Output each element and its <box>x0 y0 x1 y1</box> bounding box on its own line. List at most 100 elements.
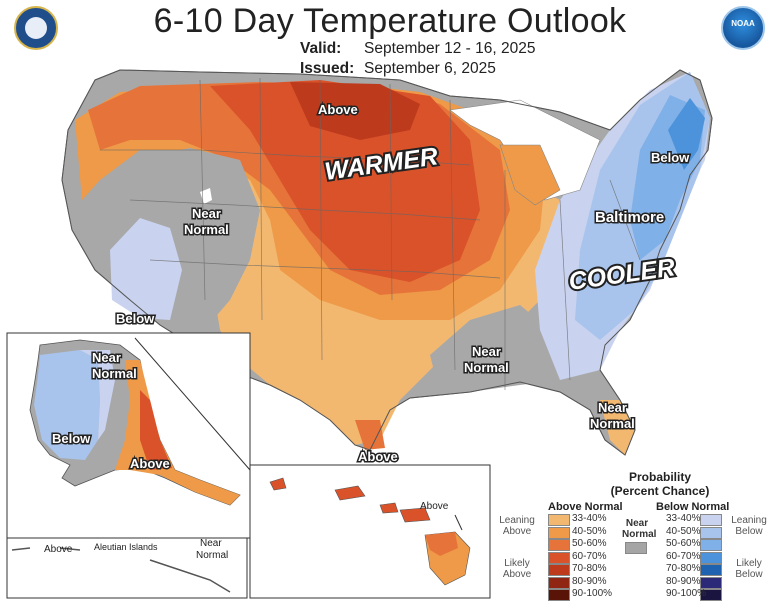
label-near-florida-2: Normal <box>590 416 635 431</box>
label-near-south-1: Near <box>472 344 501 359</box>
legend-title-1: Probability <box>628 470 691 484</box>
legend-below-swatch <box>700 539 722 551</box>
issued-label: Issued: <box>300 60 355 77</box>
legend-leaning-above-2: Above <box>502 526 532 537</box>
zone-above-70-80 <box>290 82 420 140</box>
label-below-northeast: Below <box>651 150 690 165</box>
label-near-west-2: Normal <box>184 222 229 237</box>
legend-likely-above-2: Above <box>502 569 532 580</box>
zone-texas-coast <box>355 420 385 450</box>
legend-likely-below: Likely Below <box>729 558 769 580</box>
legend-near-swatch <box>625 542 647 554</box>
label-alaska-below: Below <box>52 431 91 446</box>
label-hawaii-above: Above <box>420 501 449 512</box>
legend-above-head: Above Normal <box>548 501 623 513</box>
legend-below-label: 33-40% <box>666 513 701 524</box>
zone-below-60-70 <box>668 98 705 170</box>
legend-below-swatch <box>700 589 722 601</box>
legend-above-swatch <box>548 551 570 564</box>
doc-seal-icon <box>14 6 58 50</box>
legend-above-label: 80-90% <box>572 575 607 587</box>
legend-below-label: 80-90% <box>666 575 701 587</box>
hawaii-island-1 <box>269 477 287 491</box>
zone-florida-above <box>600 400 635 455</box>
label-aleutian-islands: Aleutian Islands <box>94 542 158 552</box>
label-alaska-near-1: Near <box>92 350 121 365</box>
legend-above-swatch <box>548 576 570 589</box>
legend-below-label: 50-60% <box>666 538 701 549</box>
legend-below-swatch <box>700 514 722 526</box>
hawaii-island-2 <box>334 485 366 501</box>
label-above-texas: Above <box>358 449 398 464</box>
michigan <box>499 144 561 206</box>
label-near-south-2: Normal <box>464 360 509 375</box>
legend-below-label: 60-70% <box>666 550 701 562</box>
aleutian-chain <box>11 547 231 593</box>
alaska-pointer <box>134 337 251 471</box>
legend-above-label: 40-50% <box>572 525 607 537</box>
label-near-florida-1: Near <box>598 400 627 415</box>
hawaii-pointer <box>454 514 463 531</box>
legend-likely-below-2: Below <box>735 569 763 580</box>
legend-likely-below-1: Likely <box>736 558 762 569</box>
hawaii-island-4 <box>399 507 431 523</box>
label-near-west-1: Near <box>192 206 221 221</box>
label-aleutian-near-1: Near <box>200 538 222 549</box>
legend-above-swatch <box>548 514 570 526</box>
valid-value: September 12 - 16, 2025 <box>364 40 536 57</box>
label-aleutian-above: Above <box>44 544 73 555</box>
legend-likely-above-1: Likely <box>504 558 530 569</box>
legend-leaning-below-2: Below <box>735 526 763 537</box>
legend-leaning-above: Leaning Above <box>497 515 537 537</box>
legend-above-label: 90-100% <box>572 588 613 599</box>
page-title: 6-10 Day Temperature Outlook <box>153 2 627 40</box>
valid-label: Valid: <box>300 40 342 57</box>
label-alaska-near-2: Normal <box>92 366 137 381</box>
label-baltimore: Baltimore <box>595 209 664 226</box>
zone-below-west <box>110 218 182 320</box>
legend-above-swatch <box>548 589 570 601</box>
legend-near-label: Near Normal <box>622 518 656 540</box>
legend-below-swatch <box>700 551 722 564</box>
legend-near-2: Normal <box>622 529 657 540</box>
noaa-logo-icon: NOAA <box>721 6 765 50</box>
valid-line: Valid: September 12 - 16, 2025 <box>300 40 535 58</box>
legend-above-swatch <box>548 526 570 539</box>
legend-above-label: 33-40% <box>572 513 607 524</box>
legend-above-label: 50-60% <box>572 538 607 549</box>
legend-above-swatch <box>548 564 570 576</box>
aleutian-inset <box>6 537 248 599</box>
noaa-logo-text: NOAA <box>731 19 755 28</box>
legend-below-swatch <box>700 564 722 576</box>
alaska-above-dark <box>140 390 172 470</box>
zone-near-south <box>430 305 560 395</box>
legend-above-label: 60-70% <box>572 550 607 562</box>
state-borders <box>100 77 641 390</box>
legend-below-label: 70-80% <box>666 563 701 574</box>
hawaii-big-island-dark <box>425 532 458 556</box>
legend-below-swatch <box>700 576 722 589</box>
legend-below-label: 40-50% <box>666 525 701 537</box>
issued-value: September 6, 2025 <box>364 60 496 77</box>
label-aleutian-near-2: Normal <box>196 550 228 561</box>
issued-line: Issued: September 6, 2025 <box>300 60 496 78</box>
legend-title-2: (Percent Chance) <box>610 484 710 498</box>
legend-above-label: 70-80% <box>572 563 607 574</box>
legend-likely-above: Likely Above <box>497 558 537 580</box>
alaska-below <box>34 350 100 460</box>
label-alaska-above: Above <box>130 456 170 471</box>
zone-above-60-70 <box>210 80 480 282</box>
alaska-below-light <box>80 350 115 440</box>
legend-above-swatch <box>548 539 570 551</box>
legend-leaning-below-1: Leaning <box>731 515 767 526</box>
legend-near-1: Near <box>625 518 649 529</box>
hawaii-island-3 <box>379 502 399 514</box>
label-below-west: Below <box>116 311 155 326</box>
legend-leaning-above-1: Leaning <box>499 515 535 526</box>
legend-below-label: 90-100% <box>666 588 707 599</box>
legend-below-swatch <box>700 526 722 539</box>
label-above-north: Above <box>318 102 358 117</box>
legend-below-head: Below Normal <box>656 501 730 513</box>
legend-leaning-below: Leaning Below <box>729 515 769 537</box>
